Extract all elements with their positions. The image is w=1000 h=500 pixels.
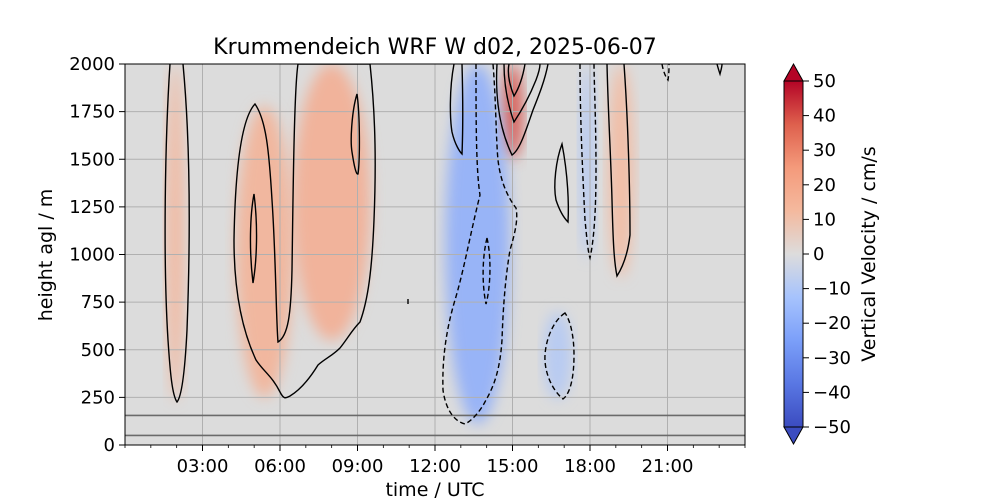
colorbar-tick-label: 0 <box>813 244 824 265</box>
colorbar-tick-label: −10 <box>813 279 851 300</box>
colorbar-gradient <box>783 80 804 428</box>
updraft-region <box>166 64 185 402</box>
contour-positive <box>233 64 376 399</box>
chart-title: Krummendeich WRF W d02, 2025-06-07 <box>213 35 657 60</box>
colorbar: 50 40 30 20 10 0 −10 −20 −30 −40 −50 Vertical Velo… <box>783 62 880 446</box>
y-tick-label: 2000 <box>69 54 115 75</box>
colorbar-tick-label: 50 <box>813 71 836 92</box>
colorbar-tick-label: −30 <box>813 348 851 369</box>
contour-negative <box>482 237 491 305</box>
x-axis-label: time / UTC <box>385 479 484 500</box>
y-axis: 0 250 500 750 1000 1250 1500 1750 2000 <box>69 54 125 456</box>
contour-positive <box>503 64 541 124</box>
x-tick-label: 15:00 <box>487 456 539 477</box>
contour-negative-lines <box>442 64 670 425</box>
colorbar-tick-label: −20 <box>813 313 851 334</box>
updraft-region <box>236 105 293 398</box>
contour-negative <box>442 64 518 425</box>
colorbar-ticks: 50 40 30 20 10 0 −10 −20 −30 −40 −50 <box>803 71 851 438</box>
colorbar-extend-max <box>783 62 804 82</box>
contour-positive <box>716 64 723 77</box>
reference-lines <box>125 414 745 437</box>
contour-positive <box>164 64 190 404</box>
colorbar-label: Vertical Velocity / cm/s <box>858 146 880 361</box>
y-tick-label: 0 <box>104 435 115 456</box>
y-tick-label: 750 <box>81 292 115 313</box>
y-tick-label: 500 <box>81 340 115 361</box>
contour-positive <box>249 193 258 284</box>
plot-area <box>124 63 746 446</box>
grid-lines <box>125 63 745 446</box>
contour-positive <box>495 64 549 157</box>
x-tick-label: 06:00 <box>254 456 306 477</box>
contour-positive <box>507 64 526 98</box>
colorbar-tick-label: 20 <box>813 175 836 196</box>
x-tick-label: 18:00 <box>564 456 616 477</box>
x-tick-label: 21:00 <box>642 456 694 477</box>
contour-negative <box>544 312 575 400</box>
colorbar-tick-label: 10 <box>813 209 836 230</box>
colorbar-tick-label: 30 <box>813 140 836 161</box>
contour-positive <box>350 93 361 175</box>
y-tick-label: 1250 <box>69 197 115 218</box>
contour-positive <box>606 64 631 278</box>
updraft-region <box>608 64 634 278</box>
contour-positive <box>554 141 570 224</box>
x-tick-label: 03:00 <box>177 456 229 477</box>
y-axis-label: height agl / m <box>35 189 57 322</box>
y-tick-label: 250 <box>81 387 115 408</box>
colorbar-tick-label: −40 <box>813 382 851 403</box>
x-tick-label: 12:00 <box>409 456 461 477</box>
x-tick-label: 09:00 <box>332 456 384 477</box>
y-tick-label: 1750 <box>69 102 115 123</box>
velocity-field <box>166 64 634 425</box>
colorbar-tick-label: 40 <box>813 106 836 127</box>
downdraft-region <box>543 311 572 400</box>
colorbar-extend-min <box>783 426 804 446</box>
contour-negative <box>579 64 597 261</box>
downdraft-region <box>579 64 596 259</box>
colorbar-tick-label: −50 <box>813 417 851 438</box>
y-tick-label: 1500 <box>69 149 115 170</box>
contour-negative <box>661 64 670 82</box>
contour-lines <box>164 64 723 404</box>
x-axis: 03:00 06:00 09:00 12:00 15:00 18:00 21:00 <box>124 445 746 477</box>
y-tick-label: 1000 <box>69 245 115 266</box>
contour-positive <box>449 64 464 156</box>
